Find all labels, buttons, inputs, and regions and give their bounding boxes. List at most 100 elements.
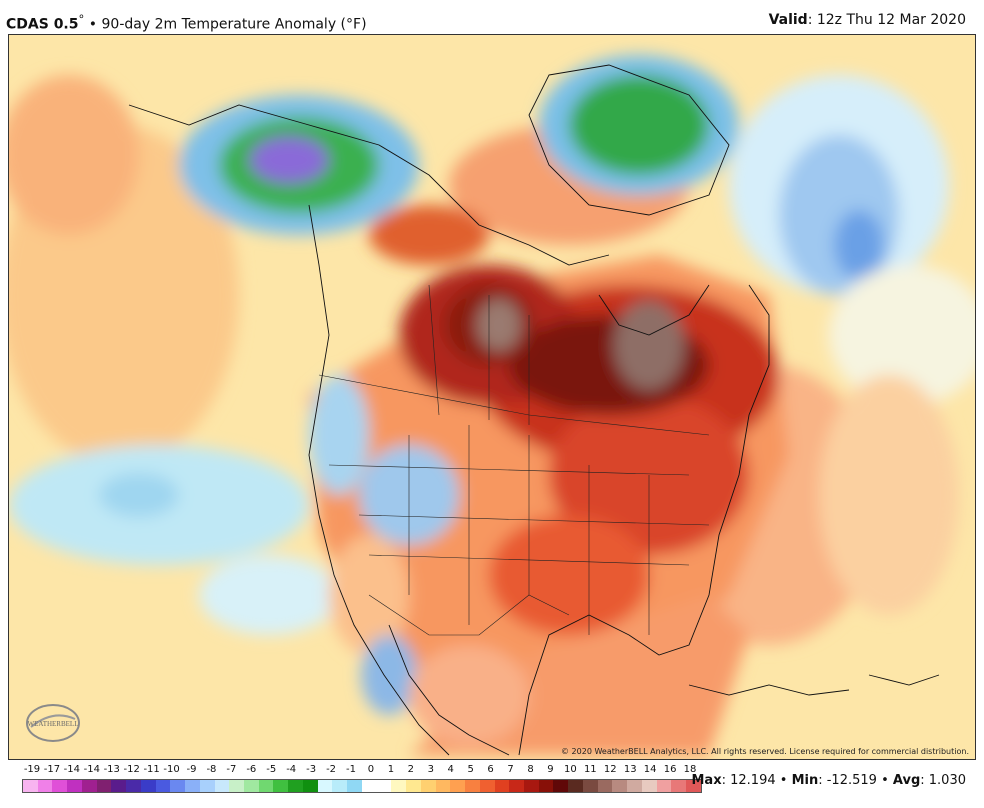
min-label: Min xyxy=(791,773,819,788)
legend-tick-label: -2 xyxy=(326,764,337,775)
max-value: : 12.194 xyxy=(721,773,776,788)
legend-swatch xyxy=(494,780,510,792)
legend-tick-label: -17 xyxy=(43,764,61,775)
legend-tick-label: -14 xyxy=(83,764,100,775)
model-name: CDAS 0.5 xyxy=(6,16,79,33)
legend-swatch xyxy=(582,780,598,792)
legend-tick-label: -5 xyxy=(266,764,277,775)
legend-tick-label: 8 xyxy=(527,764,534,775)
valid-time: Valid: 12z Thu 12 Mar 2020 xyxy=(769,12,966,28)
legend-swatch xyxy=(185,780,200,792)
legend-tick-label: 11 xyxy=(583,764,597,775)
avg-label: Avg xyxy=(892,773,921,788)
legend-tick-label: 3 xyxy=(427,764,434,775)
product-title: 90-day 2m Temperature Anomaly (°F) xyxy=(101,16,367,33)
title-separator: • xyxy=(88,16,98,33)
legend-swatch xyxy=(67,780,82,792)
legend-tick-label: 4 xyxy=(447,764,454,775)
copyright-notice: © 2020 WeatherBELL Analytics, LLC. All r… xyxy=(561,747,969,756)
legend-tick-label: 10 xyxy=(564,764,577,775)
legend-swatch xyxy=(435,780,451,792)
legend-swatch xyxy=(23,780,38,792)
legend-tick-label: -13 xyxy=(103,764,120,775)
degree-mark: ° xyxy=(78,12,85,26)
map-header: CDAS 0.5° • 90-day 2m Temperature Anomal… xyxy=(0,0,984,34)
color-legend: -19 -17 -14 -14 -13 -12 -11 -10 -9 -8 -7 -6 -5 -4 -3 -2… xyxy=(22,763,702,803)
coastlines xyxy=(128,64,940,756)
legend-swatch xyxy=(52,780,68,792)
legend-tick-label: -12 xyxy=(123,764,140,775)
legend-tick-label: -11 xyxy=(143,764,160,775)
legend-swatch xyxy=(509,780,524,792)
legend-tick-label: 6 xyxy=(487,764,494,775)
legend-swatch xyxy=(656,780,672,792)
legend-tick-label: 18 xyxy=(683,764,697,775)
legend-tick-label: 13 xyxy=(623,764,637,775)
legend-swatch xyxy=(37,780,53,792)
legend-swatch xyxy=(465,780,480,792)
legend-swatch xyxy=(597,780,613,792)
borders xyxy=(318,284,710,636)
legend-tick-label: -7 xyxy=(226,764,237,775)
valid-label: Valid xyxy=(768,12,808,28)
legend-swatch xyxy=(81,780,97,792)
legend-swatch xyxy=(553,780,569,792)
legend-tick-label: -9 xyxy=(186,764,197,775)
stats-sep-1: • xyxy=(779,773,788,788)
legend-swatch xyxy=(317,780,333,792)
legend-swatch xyxy=(111,780,127,792)
legend-swatch xyxy=(420,780,436,792)
legend-swatch xyxy=(538,780,554,792)
legend-tick-label: -10 xyxy=(163,764,180,775)
legend-swatch xyxy=(612,780,628,792)
legend-swatch xyxy=(347,780,362,792)
anomaly-map: © 2020 WeatherBELL Analytics, LLC. All r… xyxy=(8,34,976,760)
legend-swatch xyxy=(361,780,377,792)
legend-tick-label: 2 xyxy=(407,764,415,775)
logo-text: WEATHERBELL xyxy=(28,720,79,728)
legend-tick-label: 9 xyxy=(547,764,554,775)
weatherbell-logo: WEATHERBELL xyxy=(26,704,80,742)
max-label: Max xyxy=(691,773,722,788)
legend-tick-label: 16 xyxy=(663,764,677,775)
legend-tick-label: -3 xyxy=(306,764,317,775)
legend-tick-label: -4 xyxy=(286,764,297,775)
legend-tick-label: 0 xyxy=(367,764,375,775)
legend-swatch xyxy=(479,780,495,792)
min-value: : -12.519 xyxy=(818,773,877,788)
field-stats: Max: 12.194 • Min: -12.519 • Avg: 1.030 xyxy=(692,773,967,788)
legend-swatch xyxy=(199,780,215,792)
legend-swatch xyxy=(244,780,259,792)
legend-swatch xyxy=(332,780,348,792)
map-title: CDAS 0.5° • 90-day 2m Temperature Anomal… xyxy=(6,12,367,33)
valid-value: : 12z Thu 12 Mar 2020 xyxy=(807,12,966,28)
legend-tick-label: -8 xyxy=(206,764,217,775)
legend-swatch xyxy=(671,780,687,792)
legend-swatch xyxy=(686,780,701,792)
legend-swatch xyxy=(302,780,318,792)
legend-tick-label: -14 xyxy=(63,764,81,775)
avg-value: : 1.030 xyxy=(920,773,966,788)
legend-swatch xyxy=(288,780,303,792)
legend-swatch xyxy=(126,780,141,792)
legend-swatch xyxy=(214,780,230,792)
legend-tick-label: -1 xyxy=(346,764,356,775)
legend-swatch xyxy=(450,780,466,792)
legend-tick-label: 12 xyxy=(603,764,617,775)
legend-color-bar xyxy=(22,779,702,793)
legend-swatch xyxy=(406,780,421,792)
legend-tick-label: -6 xyxy=(246,764,257,775)
legend-tick-label: 1 xyxy=(387,764,395,775)
legend-swatch xyxy=(96,780,112,792)
legend-swatch xyxy=(391,780,407,792)
legend-swatch xyxy=(568,780,583,792)
anomaly-map-graphic xyxy=(9,35,975,759)
legend-swatch xyxy=(376,780,392,792)
legend-tick-label: 5 xyxy=(467,764,474,775)
legend-swatch xyxy=(229,780,245,792)
legend-swatch xyxy=(140,780,156,792)
legend-swatch xyxy=(523,780,539,792)
legend-swatch xyxy=(258,780,274,792)
legend-swatch xyxy=(641,780,657,792)
legend-tick-label: 7 xyxy=(507,764,514,775)
